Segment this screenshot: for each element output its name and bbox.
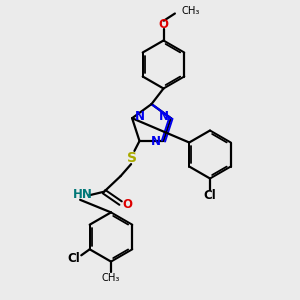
Text: O: O: [159, 18, 169, 32]
Text: N: N: [151, 135, 161, 148]
Text: N: N: [135, 110, 145, 123]
Text: CH₃: CH₃: [102, 273, 120, 283]
Text: Cl: Cl: [68, 252, 80, 266]
Text: CH₃: CH₃: [182, 6, 200, 16]
Text: HN: HN: [73, 188, 92, 201]
Text: O: O: [122, 198, 132, 211]
Text: Cl: Cl: [204, 189, 216, 203]
Text: N: N: [158, 110, 168, 123]
Text: S: S: [127, 151, 137, 164]
